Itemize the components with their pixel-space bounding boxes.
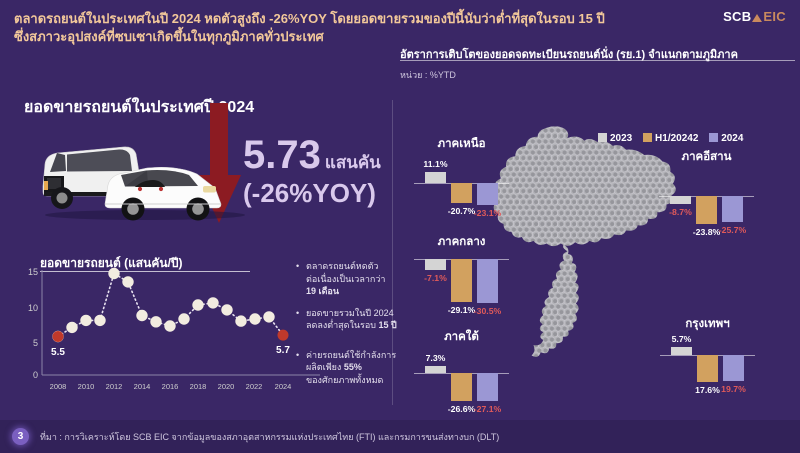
svg-text:5.5: 5.5 (51, 347, 65, 358)
svg-text:5: 5 (33, 338, 38, 348)
svg-text:2008: 2008 (50, 382, 67, 391)
svg-text:2020: 2020 (218, 382, 235, 391)
svg-text:2014: 2014 (134, 382, 151, 391)
svg-text:2012: 2012 (106, 382, 123, 391)
svg-text:15: 15 (28, 267, 38, 277)
svg-text:0: 0 (33, 370, 38, 380)
svg-text:2022: 2022 (246, 382, 263, 391)
svg-text:2018: 2018 (190, 382, 207, 391)
svg-text:2016: 2016 (162, 382, 179, 391)
svg-text:2024: 2024 (275, 382, 292, 391)
svg-text:5.7: 5.7 (276, 345, 290, 356)
svg-text:10: 10 (28, 303, 38, 313)
svg-text:2010: 2010 (78, 382, 95, 391)
